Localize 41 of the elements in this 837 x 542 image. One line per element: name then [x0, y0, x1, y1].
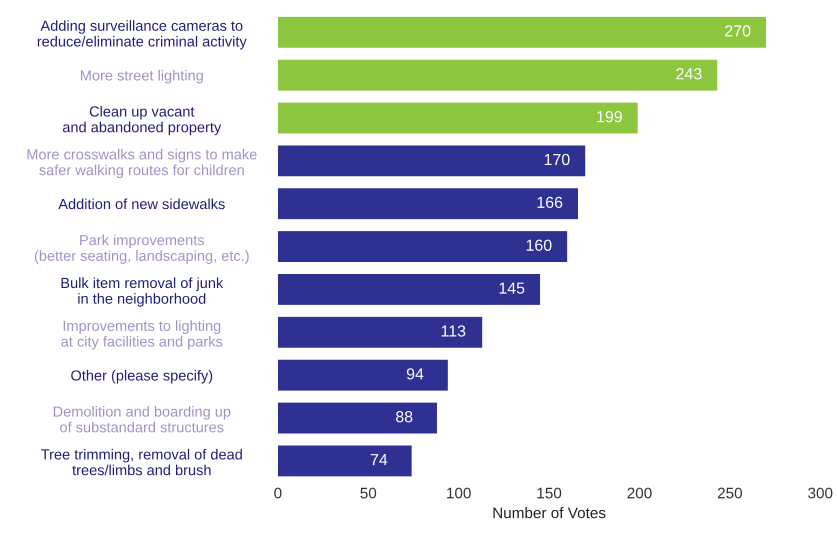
data-label: 243 — [676, 68, 702, 80]
bar — [278, 188, 578, 220]
y-tick-label: Park improvements (better seating, landscaping, etc.) — [34, 234, 249, 264]
bar — [278, 446, 412, 476]
x-tick-label: 100 — [447, 488, 471, 498]
data-label: 94 — [406, 368, 424, 380]
x-tick-label: 150 — [537, 488, 562, 498]
x-tick-label: 50 — [360, 488, 376, 498]
data-label: 166 — [538, 196, 562, 208]
data-label: 145 — [500, 282, 524, 294]
bar — [278, 231, 568, 262]
y-tick-label: Demolition and boarding up of substandard structures — [54, 406, 230, 432]
bar — [278, 316, 482, 348]
x-axis-title: Number of Votes — [493, 507, 606, 518]
data-label: 113 — [442, 325, 466, 337]
x-tick-label: 200 — [627, 488, 652, 498]
y-tick-label: Tree trimming, removal of dead trees/limbs and brush — [41, 448, 242, 476]
bar — [278, 102, 638, 134]
bar — [278, 402, 437, 434]
x-tick-label: 300 — [808, 488, 832, 498]
y-tick-label: Addition of new sidewalks — [58, 198, 225, 210]
bar — [278, 360, 448, 391]
y-tick-label: Clean up vacant and abandoned property — [62, 106, 222, 136]
data-label: 88 — [396, 411, 412, 422]
data-label: 160 — [526, 240, 552, 251]
y-tick-label: More street lighting — [80, 70, 203, 84]
bar — [278, 145, 586, 176]
data-label: 199 — [597, 110, 622, 122]
y-tick-label: Other (please specify) — [71, 370, 212, 384]
x-tick-label: 250 — [718, 488, 742, 498]
bar — [278, 16, 766, 48]
data-label: 270 — [725, 25, 750, 37]
data-label: 74 — [370, 454, 388, 466]
x-tick-label: 0 — [274, 488, 282, 498]
bar — [278, 274, 540, 305]
data-label: 170 — [544, 154, 570, 166]
y-tick-label: Improvements to lighting at city facilities and parks — [61, 320, 222, 350]
y-tick-label: Bulk item removal of junk in the neighborhood — [62, 277, 224, 307]
bar — [278, 60, 718, 91]
y-tick-label: More crosswalks and signs to make safer walking routes for children — [27, 148, 257, 178]
y-tick-label: Adding surveillance cameras to reduce/eliminate criminal activity — [38, 20, 247, 50]
